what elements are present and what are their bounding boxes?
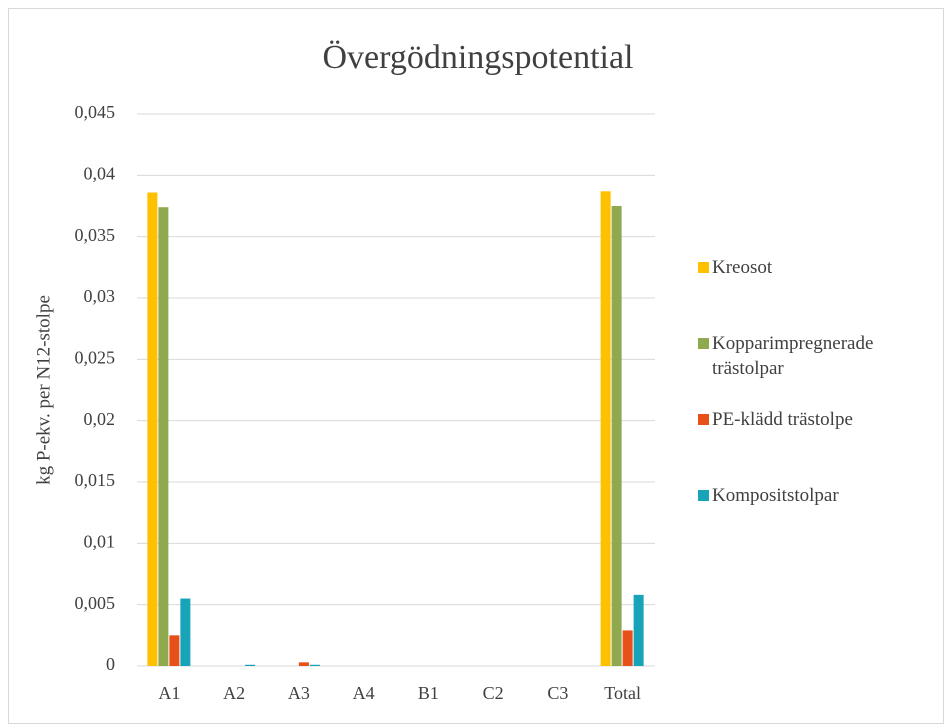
x-tick-label: C2 xyxy=(483,683,504,703)
x-tick-label: A3 xyxy=(288,683,310,703)
x-tick-label: C3 xyxy=(547,683,568,703)
bar xyxy=(169,635,180,666)
x-tick-label: A1 xyxy=(158,683,180,703)
legend-swatch xyxy=(698,490,709,501)
y-tick-label: 0,045 xyxy=(75,102,116,122)
bar xyxy=(180,598,191,666)
legend-swatch xyxy=(698,338,709,349)
legend-item: PE-klädd trästolpe xyxy=(698,407,948,483)
y-tick-label: 0,01 xyxy=(84,531,116,551)
y-tick-label: 0,035 xyxy=(75,225,116,245)
legend-swatch xyxy=(698,262,709,273)
y-tick-label: 0,025 xyxy=(75,347,116,367)
y-tick-label: 0,03 xyxy=(84,286,116,306)
legend-item: Kreosot xyxy=(698,255,948,331)
y-axis-label: kg P-ekv. per N12-stolpe xyxy=(33,295,54,485)
legend-label: PE-klädd trästolpe xyxy=(712,409,853,430)
legend-label: Kompositstolpar xyxy=(712,485,839,506)
bar xyxy=(622,630,633,666)
legend-label: Kopparimpregnerade trästolpar xyxy=(712,333,874,379)
bar xyxy=(309,664,320,666)
chart-title: Övergödningspotential xyxy=(323,39,634,76)
x-tick-label: A4 xyxy=(353,683,375,703)
y-tick-label: 0 xyxy=(106,654,115,674)
bar xyxy=(633,594,644,666)
legend-swatch xyxy=(698,414,709,425)
y-tick-label: 0,04 xyxy=(84,163,116,183)
x-tick-label: Total xyxy=(604,683,641,703)
legend-item: Kopparimpregnerade trästolpar xyxy=(698,331,948,407)
legend: Kreosot Kopparimpregnerade trästolpar PE-k… xyxy=(698,255,948,559)
y-tick-label: 0,02 xyxy=(84,409,116,429)
x-tick-label: A2 xyxy=(223,683,245,703)
bar xyxy=(298,662,309,666)
bar xyxy=(600,191,611,666)
bar xyxy=(158,207,169,666)
bar xyxy=(147,192,158,667)
bar xyxy=(245,664,256,666)
legend-item: Kompositstolpar xyxy=(698,483,948,559)
y-tick-label: 0,005 xyxy=(75,593,116,613)
bar xyxy=(611,206,622,666)
x-tick-label: B1 xyxy=(418,683,439,703)
y-tick-label: 0,015 xyxy=(75,470,116,490)
legend-label: Kreosot xyxy=(712,257,773,278)
